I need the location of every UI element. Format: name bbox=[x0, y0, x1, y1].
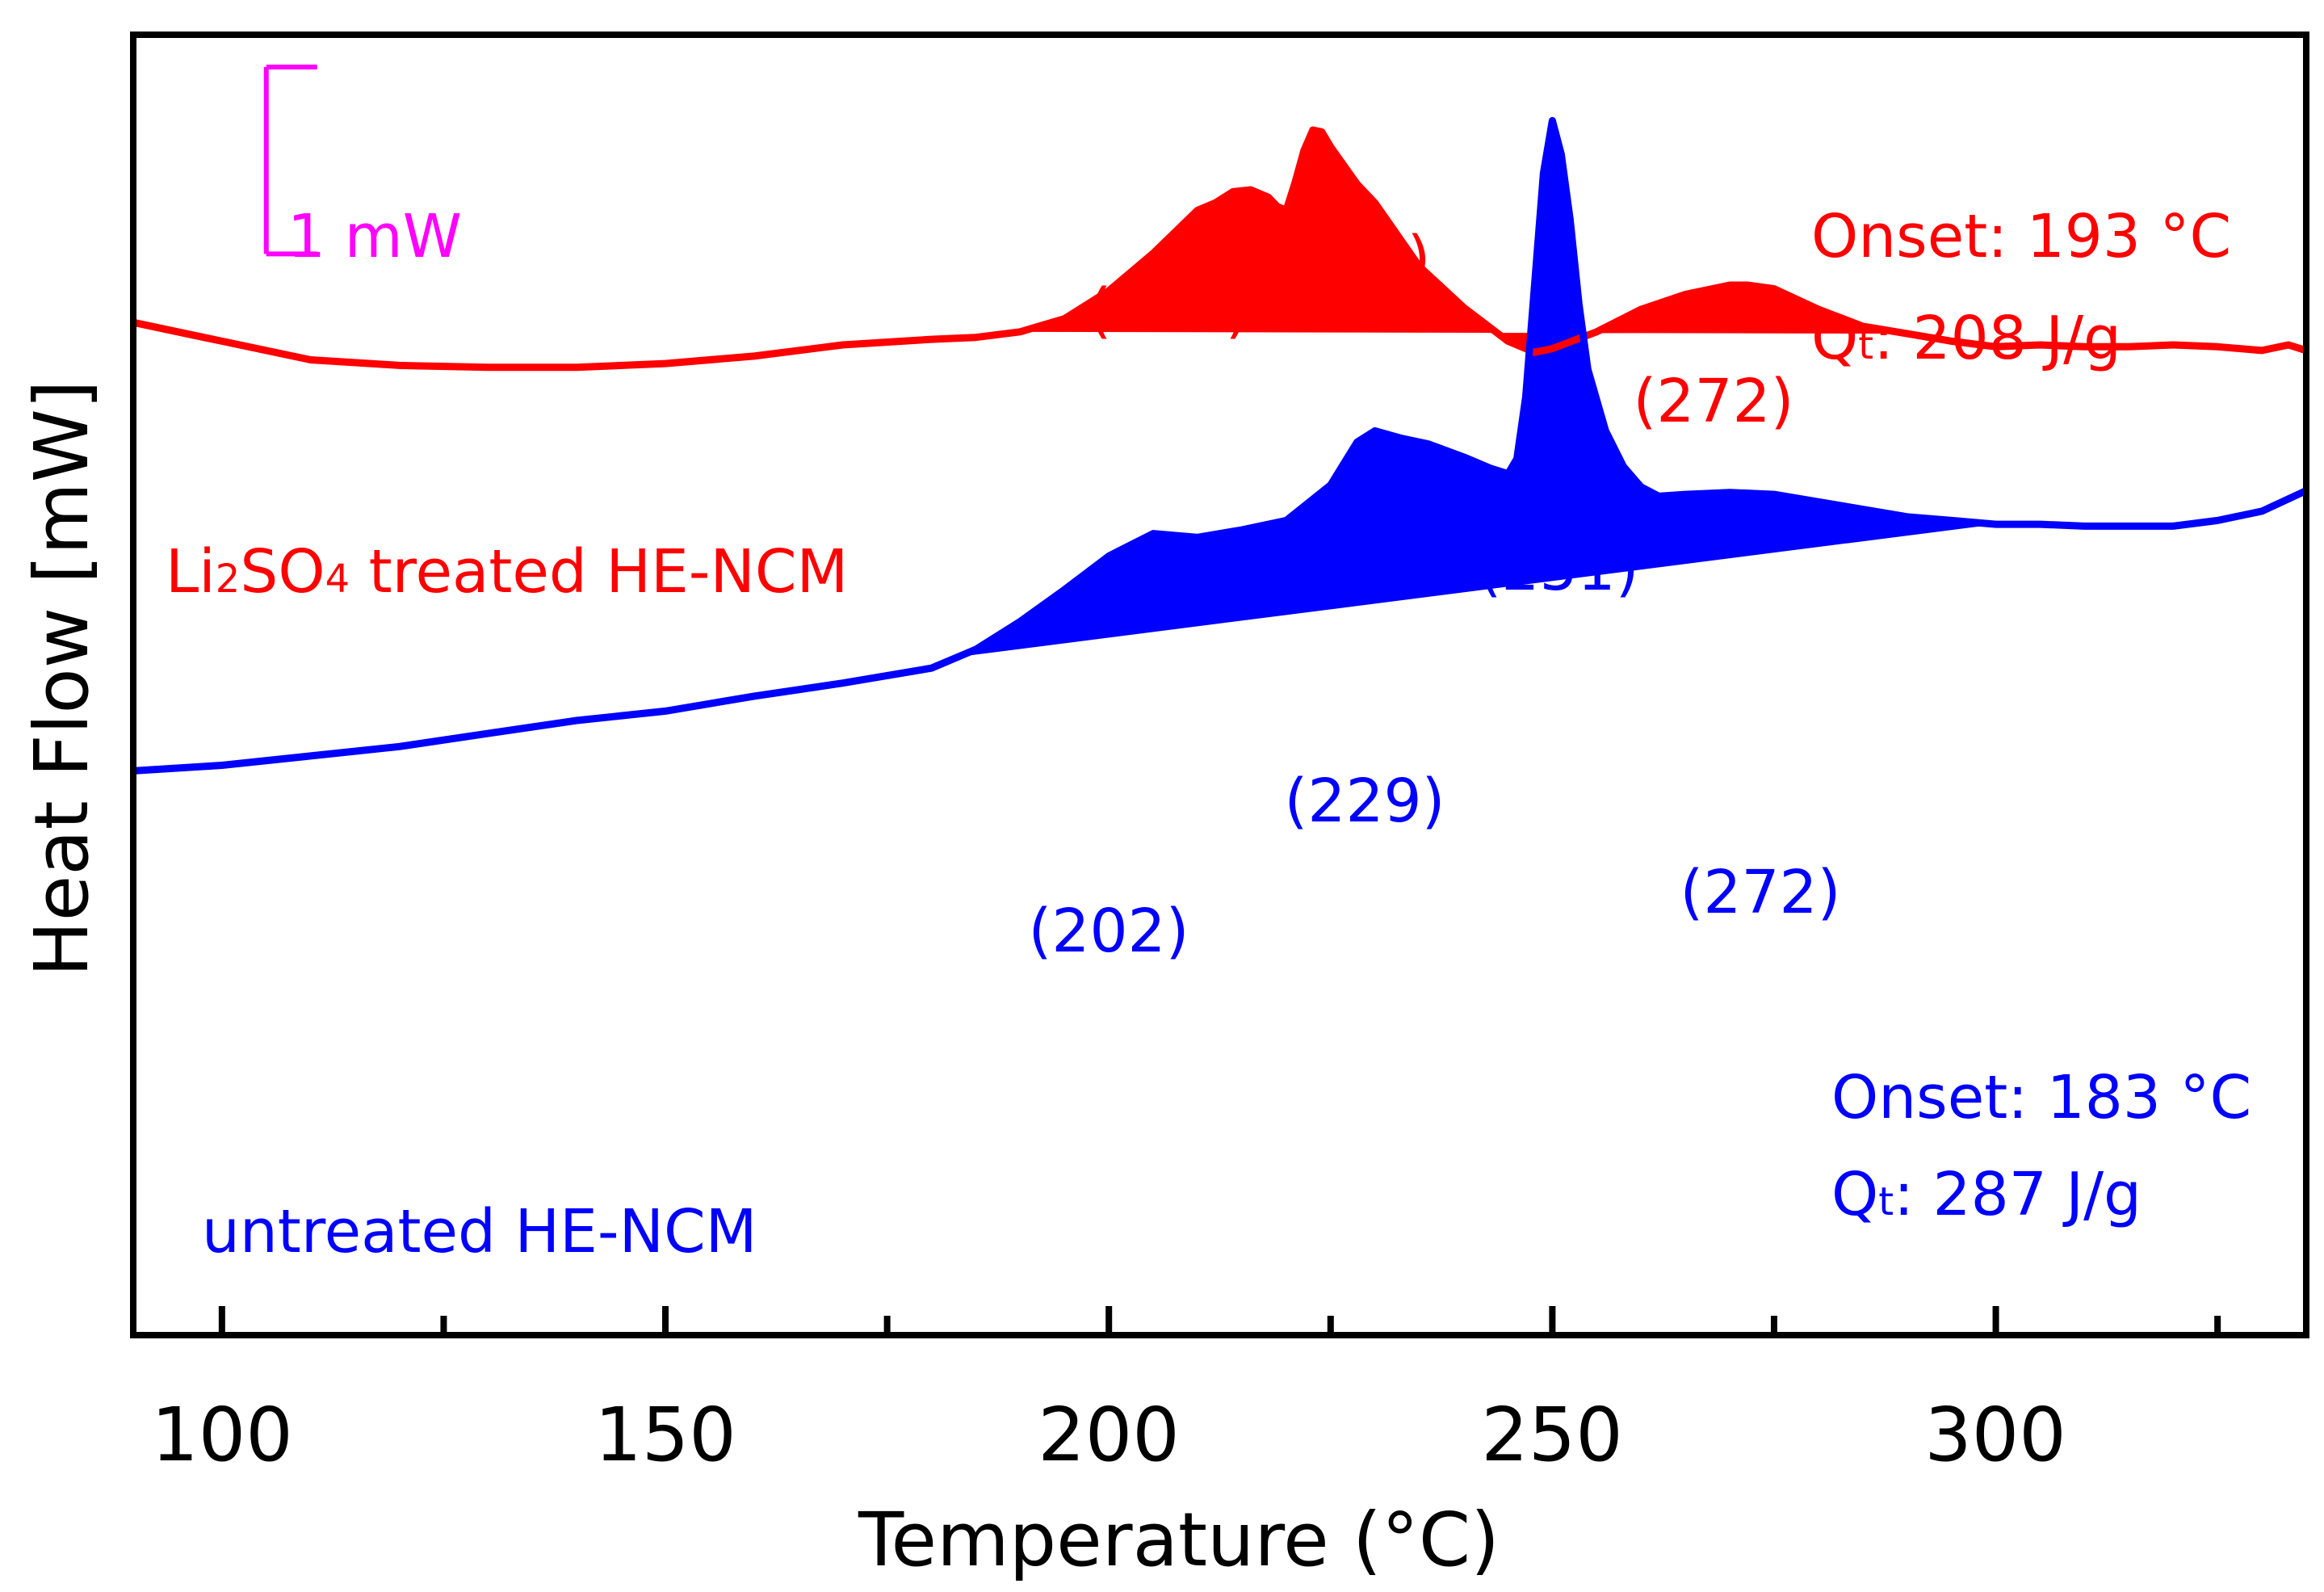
treated-qt-rest: : 208 J/g bbox=[1873, 304, 2121, 373]
treated-qt-sub: t bbox=[1858, 323, 1873, 368]
untreated-series-label: untreated HE-NCM bbox=[202, 1197, 757, 1266]
x-tick-label-150: 150 bbox=[594, 1392, 736, 1478]
x-axis-ticks bbox=[218, 1306, 2221, 1335]
x-tick-label-250: 250 bbox=[1481, 1392, 1623, 1478]
x-tick-label-200: 200 bbox=[1038, 1392, 1180, 1478]
treated-qt-label: Qt: 208 J/g bbox=[1811, 304, 2121, 373]
treated-label-mid: SO bbox=[240, 537, 325, 607]
x-tick-label-300: 300 bbox=[1924, 1392, 2066, 1478]
untreated-qt-rest: : 287 J/g bbox=[1894, 1160, 2142, 1229]
treated-heat-flow-curve bbox=[132, 126, 2308, 372]
treated-onset-label: Onset: 193 °C bbox=[1811, 202, 2231, 271]
treated-qt-main: Q bbox=[1811, 304, 1858, 373]
x-tick-label-100: 100 bbox=[151, 1392, 293, 1478]
untreated-peak-label-272: (272) bbox=[1680, 858, 1841, 927]
untreated-peak-area bbox=[958, 120, 1996, 657]
treated-peak-label-272: (272) bbox=[1634, 367, 1794, 436]
plot-frame bbox=[130, 32, 2309, 1338]
treated-series-label: Li2SO4 treated HE-NCM bbox=[166, 537, 848, 607]
treated-label-rest: treated HE-NCM bbox=[350, 537, 848, 607]
treated-peak-label-214: (214) bbox=[1089, 276, 1249, 346]
x-axis-title: Temperature (°C) bbox=[858, 1497, 1500, 1583]
untreated-qt-main: Q bbox=[1831, 1160, 1878, 1229]
treated-label-sub2: 4 bbox=[325, 557, 350, 602]
treated-label-main: Li bbox=[166, 537, 216, 607]
untreated-peak-label-202: (202) bbox=[1029, 897, 1189, 966]
untreated-heat-flow-curve bbox=[132, 116, 2308, 775]
treated-peak-label-223: (223) bbox=[1270, 224, 1431, 293]
scale-bar-label: 1 mW bbox=[287, 202, 462, 271]
untreated-peak-label-251: (251) bbox=[1479, 535, 1639, 604]
untreated-peak-label-229: (229) bbox=[1285, 767, 1445, 836]
y-axis-title: Heat Flow [mW] bbox=[19, 380, 105, 977]
untreated-qt-sub: t bbox=[1878, 1179, 1894, 1224]
untreated-qt-label: Qt: 287 J/g bbox=[1831, 1160, 2142, 1229]
untreated-onset-label: Onset: 183 °C bbox=[1831, 1063, 2251, 1132]
treated-label-sub1: 2 bbox=[216, 557, 241, 602]
scale-bar bbox=[263, 65, 317, 257]
